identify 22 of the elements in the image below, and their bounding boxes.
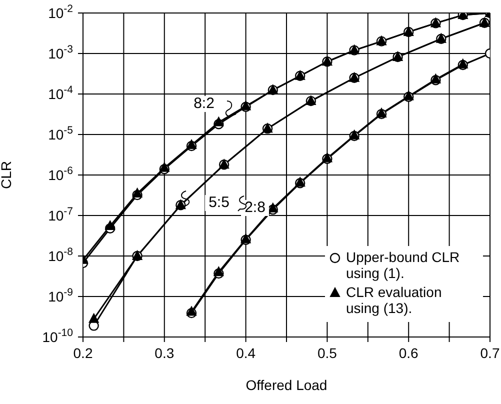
x-tick-label: 0.5: [317, 345, 338, 361]
annotation: 5:5: [208, 194, 230, 211]
y-tick-label: 10$^{-9}$: [48, 286, 74, 304]
legend-label: Upper-bound CLR using (1).: [346, 249, 461, 281]
y-tick-label: 10$^{-5}$: [48, 124, 74, 142]
legend-label: CLR evaluation using (13).: [346, 284, 443, 316]
x-tick-label: 0.4: [236, 345, 256, 361]
x-tick-label: 0.6: [398, 345, 419, 361]
x-axis-title: Offered Load: [246, 377, 328, 393]
y-tick-label: 10$^{-6}$: [48, 165, 74, 183]
y-tick-label: 10$^{-2}$: [48, 3, 74, 21]
annotation: 2:8: [244, 199, 266, 216]
y-tick-label: 10$^{-8}$: [48, 246, 74, 264]
y-tick-label: 10$^{-4}$: [48, 84, 74, 102]
y-axis-title: CLR: [0, 160, 14, 190]
x-tick-label: 0.7: [480, 345, 500, 361]
y-tick-label: 10$^{-7}$: [48, 206, 74, 224]
annotation: 8:2: [194, 95, 214, 112]
y-tick-label: 10$^{-10}$: [42, 327, 74, 345]
y-tick-label: 10$^{-3}$: [48, 44, 74, 62]
x-tick-label: 0.2: [73, 345, 93, 361]
x-tick-label: 0.3: [154, 345, 174, 361]
